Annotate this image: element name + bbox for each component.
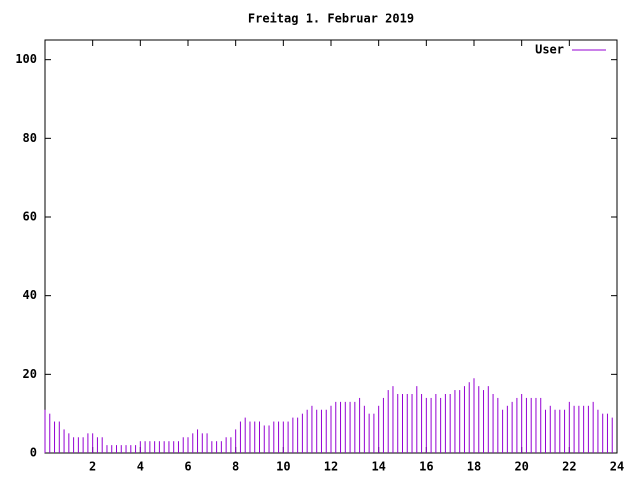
x-tick-label: 20 xyxy=(514,460,528,474)
x-tick-label: 2 xyxy=(89,460,96,474)
x-tick-label: 8 xyxy=(232,460,239,474)
x-tick-label: 4 xyxy=(137,460,144,474)
x-tick-label: 16 xyxy=(419,460,433,474)
x-tick-label: 24 xyxy=(610,460,624,474)
y-tick-label: 20 xyxy=(23,367,37,381)
y-tick-label: 40 xyxy=(23,288,37,302)
x-tick-label: 10 xyxy=(276,460,290,474)
x-tick-label: 18 xyxy=(467,460,481,474)
y-tick-label: 80 xyxy=(23,131,37,145)
legend-label: User xyxy=(535,43,564,57)
y-tick-label: 60 xyxy=(23,210,37,224)
plot-border xyxy=(44,39,618,454)
x-tick-label: 22 xyxy=(562,460,576,474)
y-tick-label: 100 xyxy=(15,52,37,66)
x-tick-label: 14 xyxy=(371,460,385,474)
x-tick-label: 12 xyxy=(324,460,338,474)
chart-title: Freitag 1. Februar 2019 xyxy=(248,12,414,26)
x-tick-label: 6 xyxy=(184,460,191,474)
y-tick-label: 0 xyxy=(30,446,37,460)
